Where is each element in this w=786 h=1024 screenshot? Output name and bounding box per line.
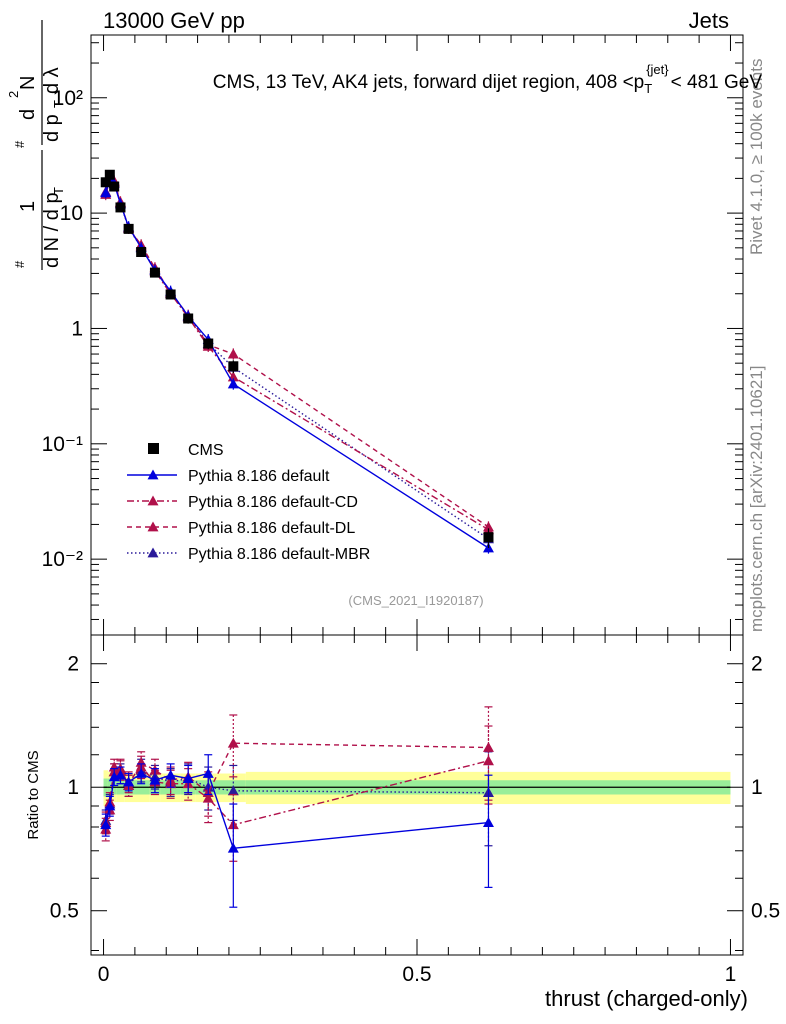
cms-data-point xyxy=(483,532,494,543)
analysis-id: (CMS_2021_I1920187) xyxy=(348,593,483,608)
xtick-label: 0.5 xyxy=(402,963,431,986)
mcplots-label: mcplots.cern.ch [arXiv:2401.10621] xyxy=(747,366,766,632)
upper-axis-ticks: 10⁻² 10⁻¹ 1 10 10² xyxy=(42,35,743,635)
cms-data-point xyxy=(115,202,126,213)
energy-label: 13000 GeV pp xyxy=(103,8,245,33)
legend-marker-cms xyxy=(148,443,159,454)
ratio-marker xyxy=(165,769,177,780)
svg-text:d λ: d λ xyxy=(41,67,63,94)
legend-entry-label: Pythia 8.186 default-DL xyxy=(188,520,355,537)
upper-ylabel: 1 # d N / d p T d 2 N # d p T d λ xyxy=(6,20,66,270)
x-axis-label: thrust (charged-only) xyxy=(545,986,748,1011)
cms-data-point xyxy=(183,313,194,324)
ratio-marker xyxy=(123,776,135,787)
ratio-ytick-label-right: 0.5 xyxy=(751,900,780,923)
ratio-marker xyxy=(482,817,494,827)
rivet-version-label: Rivet 4.1.0, ≥ 100k events xyxy=(747,59,766,255)
ratio-marker xyxy=(135,768,147,778)
ratio-marker xyxy=(227,737,239,748)
upper-ytick-label: 10⁻¹ xyxy=(42,433,83,456)
upper-frame xyxy=(90,34,744,636)
mc-marker xyxy=(227,348,239,359)
lower-axis-ticks: 0.5 0.5 1 1 2 2 0 0.5 1 xyxy=(50,635,780,986)
ratio-ytick-label-right: 2 xyxy=(751,653,763,676)
svg-text:1: 1 xyxy=(17,201,39,212)
mc-marker xyxy=(227,378,239,389)
upper-ytick-label: 1 xyxy=(71,317,83,340)
legend: CMS Pythia 8.186 default Pythia 8.186 defa… xyxy=(127,442,370,563)
legend-marker xyxy=(147,495,159,506)
svg-text:#: # xyxy=(12,140,27,148)
ratio-ytick-label: 1 xyxy=(67,776,79,799)
ratio-marker xyxy=(114,769,126,780)
cms-data-point xyxy=(136,247,147,258)
legend-entry-label: Pythia 8.186 default-CD xyxy=(188,494,358,511)
legend-marker xyxy=(147,521,159,532)
legend-marker xyxy=(147,547,159,558)
plot-title: CMS, 13 TeV, AK4 jets, forward dijet reg… xyxy=(213,62,763,96)
ratio-marker xyxy=(182,773,194,783)
xtick-label: 0 xyxy=(98,963,110,986)
cms-data-point xyxy=(104,169,115,180)
mc-line-1 xyxy=(105,178,489,549)
cms-data-point xyxy=(109,181,120,192)
cms-data-point xyxy=(100,177,111,188)
category-label: Jets xyxy=(689,8,729,33)
upper-ytick-label: 10² xyxy=(53,87,83,110)
svg-text:d N / d p: d N / d p xyxy=(41,192,63,268)
ratio-ylabel: Ratio to CMS xyxy=(25,750,42,839)
svg-text:T: T xyxy=(51,187,66,195)
svg-text:N: N xyxy=(17,76,39,90)
mc-marker xyxy=(100,187,112,198)
ratio-marker xyxy=(482,741,494,752)
svg-text:#: # xyxy=(12,260,27,268)
svg-text:T: T xyxy=(51,100,66,108)
legend-entry-label: CMS xyxy=(188,442,224,459)
ratio-ytick-label-right: 1 xyxy=(751,776,763,799)
legend-entry-label: Pythia 8.186 default-MBR xyxy=(188,546,370,563)
ratio-line-1 xyxy=(105,772,489,850)
ratio-marker xyxy=(227,785,239,796)
cms-data-point xyxy=(203,338,214,349)
lower-panel: 0.5 0.5 1 1 2 2 0 0.5 1 Ratio to CMS thrust (cha… xyxy=(25,634,780,1011)
upper-panel: 10⁻² 10⁻¹ 1 10 10² CMS, 13 TeV, AK4 jets, fo… xyxy=(42,34,763,636)
upper-ytick-label: 10 xyxy=(60,202,83,225)
upper-ytick-label: 10⁻² xyxy=(42,548,83,571)
legend-entry-label: Pythia 8.186 default xyxy=(188,468,330,485)
ratio-marker xyxy=(104,800,116,811)
mc-line-3 xyxy=(105,177,489,528)
mc-marker xyxy=(482,521,494,532)
ratio-marker xyxy=(100,819,112,830)
ratio-marker xyxy=(149,774,161,785)
cms-data-point xyxy=(228,361,239,372)
cms-data-point xyxy=(123,223,134,234)
cms-data-point xyxy=(165,289,176,300)
svg-text:d: d xyxy=(17,109,39,120)
ratio-ytick-label: 0.5 xyxy=(50,900,79,923)
svg-text:2: 2 xyxy=(6,91,21,98)
svg-text:d p: d p xyxy=(41,114,63,142)
legend-marker xyxy=(147,469,159,480)
ratio-marker xyxy=(227,842,239,853)
cms-data-point xyxy=(149,267,160,278)
xtick-label: 1 xyxy=(725,963,737,986)
ratio-marker xyxy=(202,768,214,778)
ratio-ytick-label: 2 xyxy=(67,653,79,676)
